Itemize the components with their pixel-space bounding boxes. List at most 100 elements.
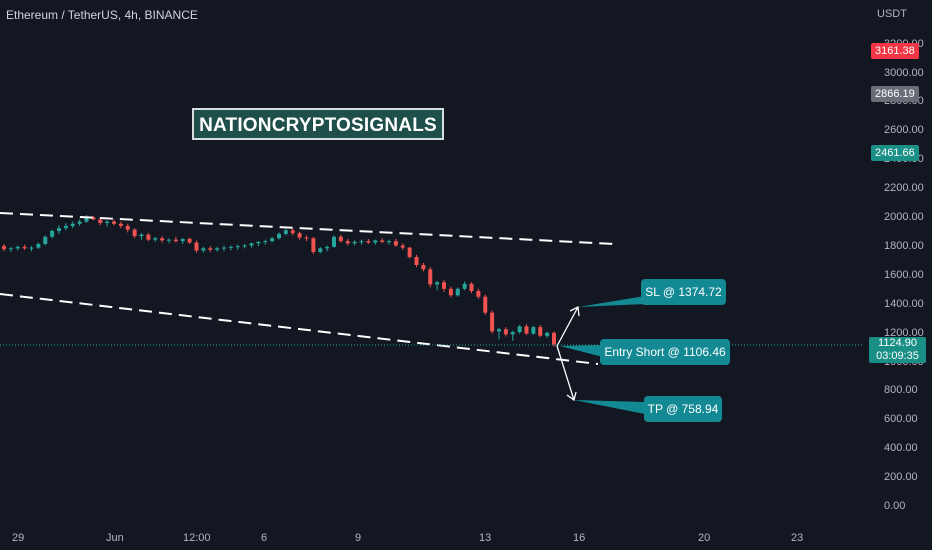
candle-body[interactable] <box>91 217 96 220</box>
candle-body[interactable] <box>345 241 350 244</box>
candle-body[interactable] <box>132 229 137 237</box>
candle-body[interactable] <box>524 326 529 334</box>
candle-body[interactable] <box>118 223 123 226</box>
candle-body[interactable] <box>387 241 391 243</box>
candle-body[interactable] <box>297 233 302 238</box>
candle-body[interactable] <box>283 230 288 234</box>
candle-body[interactable] <box>125 225 130 230</box>
candle-body[interactable] <box>373 240 378 243</box>
candle-body[interactable] <box>469 283 474 291</box>
candle-body[interactable] <box>531 327 536 334</box>
candle-body[interactable] <box>428 269 433 285</box>
take-profit-callout[interactable]: TP @ 758.94 <box>644 396 722 422</box>
candle-body[interactable] <box>476 290 481 297</box>
symbol-title[interactable]: Ethereum / TetherUS, 4h, BINANCE <box>6 8 198 22</box>
candle-body[interactable] <box>510 332 515 335</box>
candle-body[interactable] <box>407 247 412 258</box>
candle-body[interactable] <box>249 243 254 246</box>
candle-body[interactable] <box>552 332 556 345</box>
candle-body[interactable] <box>462 283 467 289</box>
price-chart[interactable] <box>0 0 862 522</box>
candle-body[interactable] <box>57 228 61 232</box>
candle-body[interactable] <box>366 241 371 243</box>
candle-body[interactable] <box>270 238 275 242</box>
price-tick: 3000.00 <box>884 66 924 79</box>
candle-body[interactable] <box>50 231 55 237</box>
candle-body[interactable] <box>448 288 453 296</box>
candle-body[interactable] <box>208 248 213 250</box>
upper-trendline[interactable] <box>0 212 616 245</box>
candle-body[interactable] <box>98 219 103 224</box>
candle-body[interactable] <box>538 327 543 336</box>
stop-loss-callout[interactable]: SL @ 1374.72 <box>641 279 726 305</box>
price-tick: 1600.00 <box>884 268 924 281</box>
candle-body[interactable] <box>490 312 495 332</box>
candle-body[interactable] <box>228 246 233 248</box>
candle-body[interactable] <box>187 238 192 243</box>
current-price-tag: 1124.90 03:09:35 <box>869 337 926 363</box>
candle-body[interactable] <box>455 288 460 296</box>
candle-body[interactable] <box>146 234 151 240</box>
entry-arrows <box>556 306 580 402</box>
price-tag-gray: 2866.19 <box>871 86 919 102</box>
candle-body[interactable] <box>15 246 20 249</box>
candle-body[interactable] <box>414 257 419 265</box>
price-tick: 600.00 <box>884 413 918 426</box>
candle-body[interactable] <box>242 245 247 247</box>
price-tick: 200.00 <box>884 471 918 484</box>
candle-body[interactable] <box>517 326 522 333</box>
candle-body[interactable] <box>180 238 185 242</box>
candle-body[interactable] <box>435 282 440 285</box>
candle-body[interactable] <box>325 246 330 249</box>
time-tick: 6 <box>261 532 268 544</box>
candle-body[interactable] <box>112 221 116 224</box>
candle-body[interactable] <box>483 296 488 313</box>
candle-body[interactable] <box>139 234 144 237</box>
candle-body[interactable] <box>222 247 226 249</box>
candle-body[interactable] <box>8 248 13 250</box>
candle-body[interactable] <box>290 230 295 234</box>
candle-body[interactable] <box>332 236 336 247</box>
candle-body[interactable] <box>393 241 398 246</box>
candle-body[interactable] <box>194 242 199 251</box>
candle-body[interactable] <box>256 241 261 244</box>
candle-body[interactable] <box>277 233 281 239</box>
candle-body[interactable] <box>304 237 309 239</box>
candle-body[interactable] <box>2 246 6 250</box>
candle-body[interactable] <box>338 236 343 242</box>
candle-body[interactable] <box>173 239 178 242</box>
candle-body[interactable] <box>167 239 171 241</box>
price-tick: 1200.00 <box>884 326 924 339</box>
candle-body[interactable] <box>359 241 364 243</box>
candle-body[interactable] <box>503 329 508 335</box>
candle-body[interactable] <box>77 221 82 224</box>
candle-body[interactable] <box>421 264 426 270</box>
candle-body[interactable] <box>352 241 357 244</box>
candle-body[interactable] <box>215 248 220 250</box>
candle-body[interactable] <box>36 244 41 248</box>
candle-body[interactable] <box>263 241 268 243</box>
price-tick: 800.00 <box>884 384 918 397</box>
candle-body[interactable] <box>105 221 110 224</box>
candle-body[interactable] <box>70 223 75 226</box>
candle-body[interactable] <box>311 238 316 252</box>
candle-body[interactable] <box>400 245 405 248</box>
entry-short-callout[interactable]: Entry Short @ 1106.46 <box>600 339 730 365</box>
candle-body[interactable] <box>22 246 27 249</box>
candle-body[interactable] <box>153 238 158 240</box>
candle-body[interactable] <box>29 247 34 249</box>
candle-body[interactable] <box>160 238 165 241</box>
watermark-logo: NATIONCRYPTOSIGNALS <box>192 108 444 140</box>
candle-body[interactable] <box>545 332 550 336</box>
chart-area[interactable]: Ethereum / TetherUS, 4h, BINANCE NATIONC… <box>0 0 862 522</box>
candle-body[interactable] <box>84 217 89 222</box>
lower-trendline[interactable] <box>0 293 599 365</box>
candle-body[interactable] <box>442 282 446 289</box>
candle-body[interactable] <box>497 329 501 332</box>
candle-body[interactable] <box>63 225 68 229</box>
candle-body[interactable] <box>318 248 323 252</box>
candle-body[interactable] <box>235 246 240 248</box>
candle-body[interactable] <box>201 248 206 251</box>
candle-body[interactable] <box>43 236 48 245</box>
candle-body[interactable] <box>380 240 385 242</box>
